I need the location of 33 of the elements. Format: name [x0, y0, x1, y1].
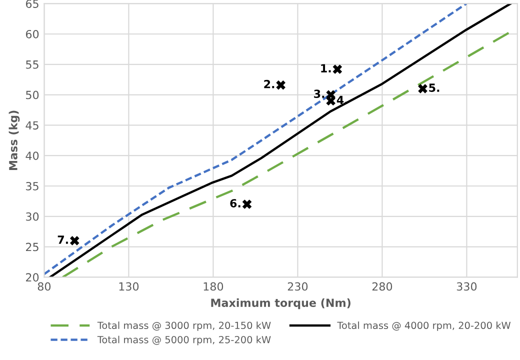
point [70, 236, 80, 246]
y-tick-label: 30 [26, 212, 39, 221]
y-tick-label: 40 [26, 152, 39, 160]
legend-label: Total mass @ 3000 rpm, 20-150 kW [97, 322, 271, 331]
annotation: 6. [230, 199, 240, 208]
x-tick-label: 280 [372, 282, 392, 291]
point [332, 64, 342, 74]
annotation: 3. [314, 90, 324, 98]
y-axis-title: Mass (kg) [8, 110, 20, 170]
y-tick-label: 35 [26, 182, 38, 190]
y-tick-label: 45 [26, 121, 38, 130]
x-tick-label: 330 [456, 282, 477, 291]
y-tick-label: 20 [26, 273, 39, 282]
x-tick-label: 230 [288, 282, 308, 291]
x-tick-label: 180 [204, 282, 224, 291]
x-tick-label: 80 [38, 282, 51, 291]
y-tick-label: 60 [26, 30, 39, 38]
x-tick-label: 130 [119, 282, 139, 291]
annotation: 2. [264, 80, 274, 88]
x-axis-title: Maximum torque (Nm) [211, 298, 350, 310]
point [276, 80, 286, 90]
y-tick-label: 55 [26, 60, 38, 69]
y-tick-label: 65 [26, 0, 38, 8]
point [418, 84, 428, 94]
annotation: 1. [321, 64, 331, 72]
y-tick-label: 50 [26, 90, 39, 100]
point [326, 96, 336, 106]
y-tick-label: 25 [26, 242, 38, 252]
point [242, 200, 252, 209]
legend-label: Total mass @ 5000 rpm, 25-200 kW [97, 336, 271, 346]
legend-label: Total mass @ 4000 rpm, 20-200 kW [337, 322, 511, 331]
annotation: 5. [429, 84, 440, 92]
annotation: 7. [58, 236, 68, 244]
